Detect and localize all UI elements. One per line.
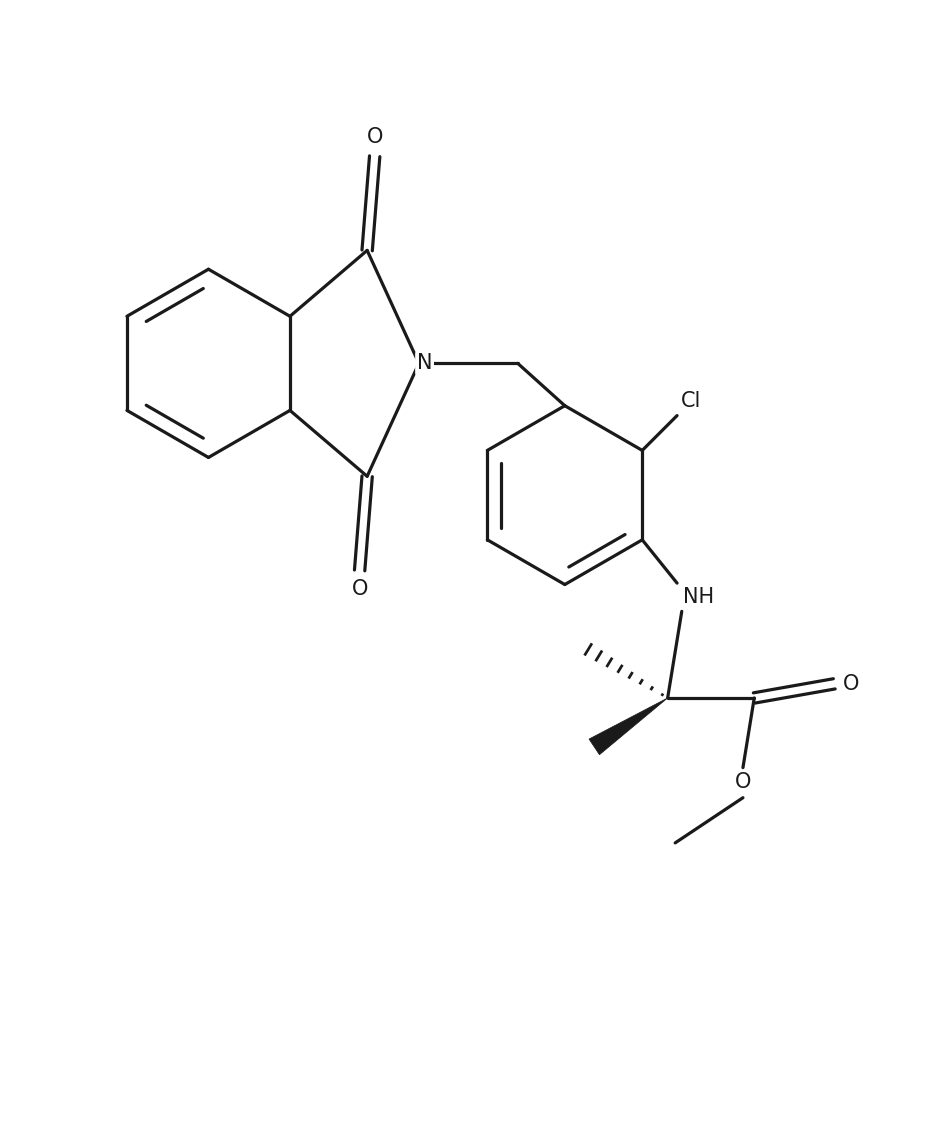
Text: Cl: Cl xyxy=(681,392,701,412)
Text: O: O xyxy=(351,579,368,599)
Polygon shape xyxy=(589,698,667,755)
Text: O: O xyxy=(843,674,859,693)
Text: O: O xyxy=(734,772,751,792)
Text: NH: NH xyxy=(683,587,715,607)
Text: N: N xyxy=(417,353,432,374)
Text: O: O xyxy=(366,128,383,147)
